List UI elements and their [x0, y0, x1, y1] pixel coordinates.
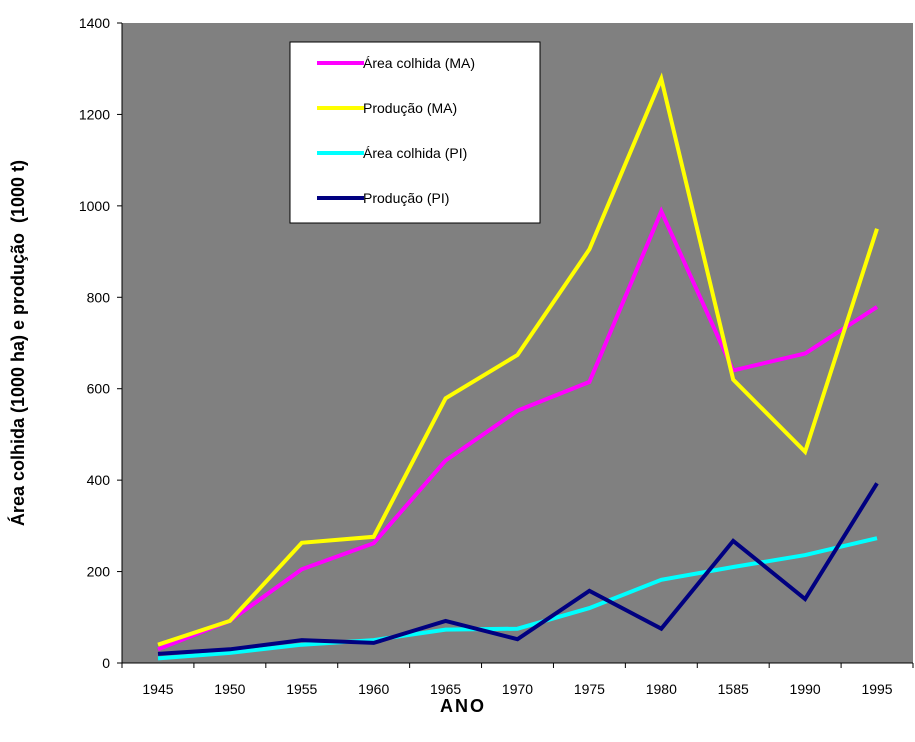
x-ticks: 1945 1950 1955 1960 1965 1970 1975 1980 1585 1990… — [121, 663, 914, 697]
y-tick-label: 200 — [87, 564, 111, 580]
legend-label: Área colhida (PI) — [363, 145, 467, 161]
x-tick-label: 1955 — [286, 681, 317, 697]
y-tick-label: 1400 — [79, 15, 110, 31]
y-tick-label: 1000 — [79, 198, 110, 214]
x-tick-label: 1950 — [214, 681, 245, 697]
x-tick-label: 1995 — [861, 681, 892, 697]
legend: Área colhida (MA) Produção (MA) Área colhi… — [289, 41, 541, 224]
y-tick-label: 600 — [87, 381, 111, 397]
legend-label: Produção (MA) — [363, 100, 457, 116]
y-tick-label: 400 — [87, 472, 111, 488]
x-tick-label: 1965 — [430, 681, 461, 697]
x-tick-label: 1585 — [718, 681, 749, 697]
y-tick-label: 1200 — [79, 106, 110, 122]
legend-label: Produção (PI) — [363, 190, 449, 206]
x-tick-label: 1980 — [646, 681, 677, 697]
x-tick-label: 1975 — [574, 681, 605, 697]
legend-label: Área colhida (MA) — [363, 55, 475, 71]
x-tick-label: 1960 — [358, 681, 389, 697]
legend-box — [289, 41, 541, 224]
y-ticks: 0 200 400 600 800 1000 1200 1400 — [79, 15, 122, 671]
series-layer — [157, 72, 879, 661]
x-tick-label: 1990 — [790, 681, 821, 697]
axis-layer — [121, 23, 913, 664]
y-tick-label: 800 — [87, 289, 111, 305]
x-tick-label: 1945 — [142, 681, 173, 697]
y-tick-label: 0 — [102, 655, 110, 671]
x-axis-title: ANO — [440, 696, 486, 716]
x-tick-label: 1970 — [502, 681, 533, 697]
y-axis-title: Área colhida (1000 ha) e produção (1000 … — [7, 160, 28, 526]
